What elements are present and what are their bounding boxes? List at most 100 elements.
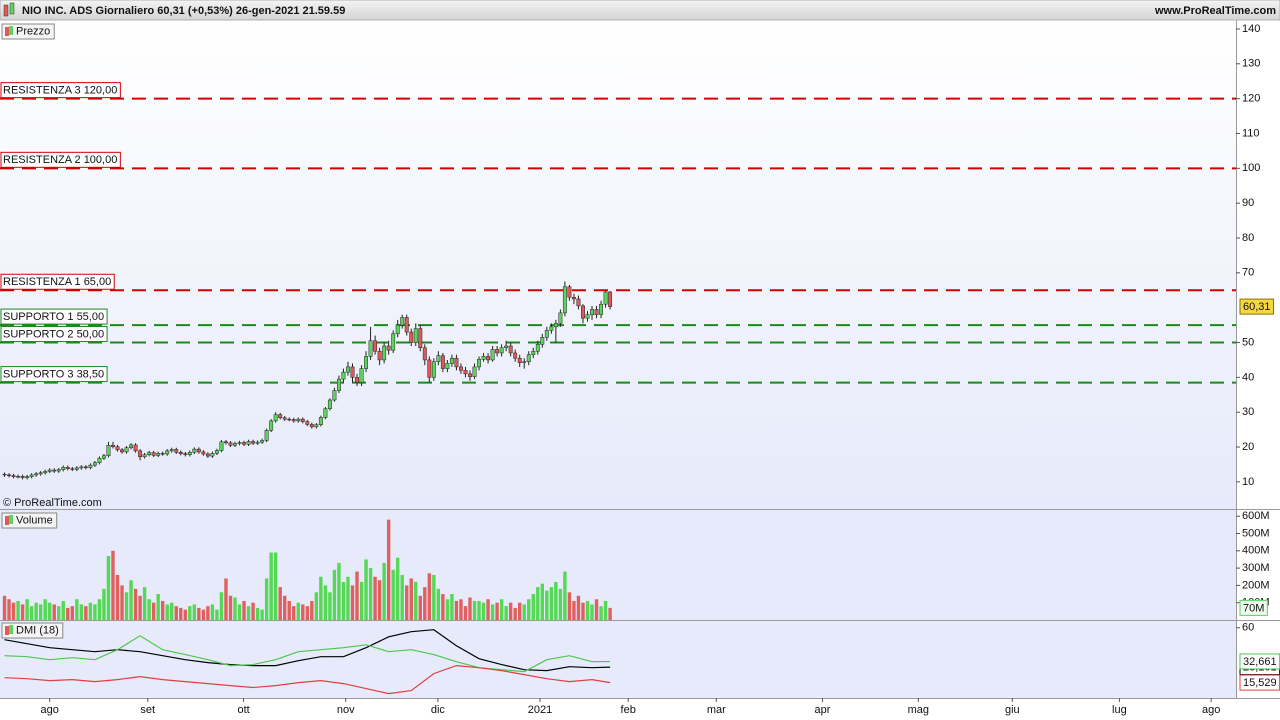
candle-body xyxy=(242,442,246,445)
volume-bar xyxy=(499,599,504,620)
header-site[interactable]: www.ProRealTime.com xyxy=(1154,5,1276,17)
candle-body xyxy=(404,317,409,333)
volume-bar xyxy=(237,604,242,620)
candle-body xyxy=(192,448,197,453)
y-tick-label: 130 xyxy=(1242,58,1260,70)
panel-label-box xyxy=(1,512,58,529)
panel-icon xyxy=(5,626,9,635)
volume-bar xyxy=(142,587,147,620)
candle-body xyxy=(540,337,545,345)
level-label: SUPPORTO 1 55,00 xyxy=(3,311,104,323)
volume-bar xyxy=(531,594,535,620)
candle-body xyxy=(111,445,115,447)
candle-body xyxy=(214,450,219,454)
volume-bar xyxy=(477,600,481,620)
volume-bar xyxy=(436,588,441,620)
candle-body xyxy=(571,296,576,300)
candle-body xyxy=(52,469,57,472)
candle-body xyxy=(449,357,454,364)
y-tick-label: 110 xyxy=(1242,127,1260,139)
candle-body xyxy=(25,476,30,478)
candle-body xyxy=(65,466,70,469)
volume-bar xyxy=(102,588,106,620)
y-tick-label: 120 xyxy=(1242,93,1260,105)
candle-body xyxy=(332,390,337,401)
volume-bar xyxy=(337,562,341,620)
candle-body xyxy=(196,448,201,453)
candle-body xyxy=(526,354,531,362)
candle-body xyxy=(499,347,504,354)
level-label-box xyxy=(0,326,108,343)
volume-bar xyxy=(192,604,197,620)
volume-bar xyxy=(16,600,20,620)
candle-body xyxy=(422,347,427,361)
candle-body xyxy=(269,420,274,431)
y-tick-label: 300M xyxy=(1242,562,1270,574)
volume-bar xyxy=(513,607,517,620)
candle-body xyxy=(300,418,305,422)
volume-bar xyxy=(283,595,287,620)
candle-body xyxy=(318,417,323,425)
volume-bar xyxy=(608,607,612,620)
volume-bar xyxy=(197,607,201,620)
level-label-box xyxy=(0,308,108,325)
volume-bar xyxy=(323,585,328,620)
volume-bar xyxy=(495,602,499,620)
volume-bar xyxy=(129,580,133,620)
level-label: RESISTENZA 3 120,00 xyxy=(3,85,117,97)
candle-body xyxy=(291,419,296,422)
x-tick-label: lug xyxy=(1112,704,1127,716)
volume-bar xyxy=(332,569,337,620)
level-label-box xyxy=(0,82,121,99)
candle-body xyxy=(156,453,161,456)
volume-bar xyxy=(2,595,7,620)
candle-body xyxy=(251,441,256,444)
volume-bar xyxy=(364,559,368,620)
candle-body xyxy=(459,366,463,371)
watermark: © ProRealTime.com xyxy=(3,497,102,509)
volume-bar xyxy=(563,571,567,620)
volume-bar xyxy=(382,562,386,620)
value-label: 32,661 xyxy=(1243,656,1277,668)
volume-bar xyxy=(472,600,477,620)
volume-bar xyxy=(518,602,522,620)
volume-bar xyxy=(34,602,38,620)
candle-body xyxy=(431,361,436,378)
volume-bar xyxy=(170,602,174,620)
candle-body xyxy=(201,451,206,455)
volume-bar xyxy=(481,602,486,620)
volume-bar xyxy=(386,519,391,620)
y-tick-label: 50 xyxy=(1242,336,1254,348)
candle-body xyxy=(29,474,34,477)
panel-icon xyxy=(9,515,13,524)
panel-icon xyxy=(9,625,13,634)
header-title: NIO INC. ADS Giornaliero 60,31 (+0,53%) … xyxy=(22,5,345,17)
candle-body xyxy=(323,408,328,418)
price-panel xyxy=(0,20,1236,509)
volume-bar xyxy=(20,604,25,620)
y-tick-label: 20 xyxy=(1242,441,1254,453)
candle-body xyxy=(504,345,509,348)
x-tick-label: dic xyxy=(431,704,446,716)
volume-bar xyxy=(48,602,52,620)
volume-bar xyxy=(264,578,269,620)
candle-body xyxy=(237,442,242,444)
y-tick-label: 60 xyxy=(1242,622,1254,634)
candle-body xyxy=(553,323,558,328)
candle-body xyxy=(576,298,581,307)
panel-icon xyxy=(5,516,9,525)
candle-body xyxy=(142,454,147,458)
candle-body xyxy=(74,467,79,470)
candle-body xyxy=(210,453,215,457)
candle-body xyxy=(138,450,143,458)
candle-body xyxy=(38,472,43,475)
volume-bar xyxy=(179,607,183,620)
volume-bar xyxy=(206,606,210,620)
volume-bar xyxy=(418,595,422,620)
volume-bar xyxy=(445,599,450,620)
volume-bar xyxy=(409,578,413,620)
candle-body xyxy=(513,352,518,359)
volume-bar xyxy=(490,604,495,620)
dmi-line xyxy=(4,664,611,695)
level-label-box xyxy=(0,366,108,383)
